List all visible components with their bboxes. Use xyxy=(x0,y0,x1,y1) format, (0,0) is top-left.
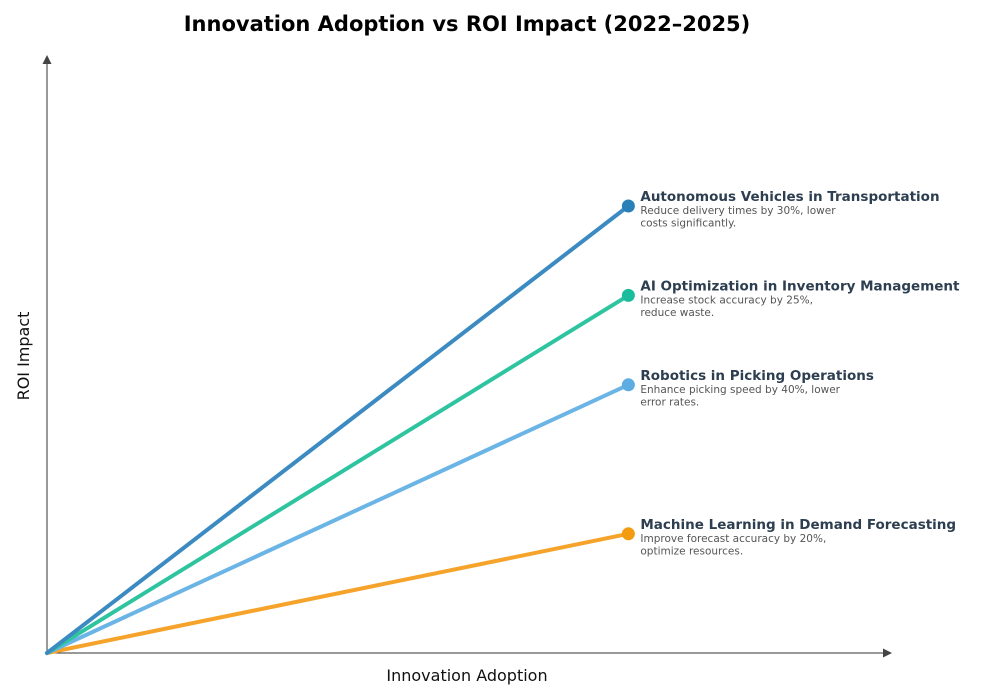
x-axis-arrow-icon xyxy=(883,648,892,658)
annotation-title: Machine Learning in Demand Forecasting xyxy=(640,517,956,533)
annotation-description: Increase stock accuracy by 25%, xyxy=(640,294,813,306)
series-line xyxy=(45,531,631,655)
y-axis-label: ROI Impact xyxy=(14,312,33,401)
series-3: Machine Learning in Demand ForecastingIm… xyxy=(45,517,956,655)
annotation-description: costs significantly. xyxy=(640,218,736,230)
annotation-description: optimize resources. xyxy=(640,545,743,557)
annotation-description: reduce waste. xyxy=(640,307,714,319)
annotation-description: Enhance picking speed by 40%, lower xyxy=(640,384,840,396)
series-endpoint xyxy=(621,378,635,392)
series-1: AI Optimization in Inventory ManagementI… xyxy=(45,278,960,655)
series-endpoint xyxy=(621,199,635,213)
series-0: Autonomous Vehicles in TransportationRed… xyxy=(45,189,940,655)
series-endpoint xyxy=(621,288,635,302)
annotation-title: AI Optimization in Inventory Management xyxy=(640,278,960,294)
y-axis xyxy=(42,55,52,653)
annotation-title: Robotics in Picking Operations xyxy=(640,368,874,384)
series-endpoint xyxy=(621,527,635,541)
chart-title: Innovation Adoption vs ROI Impact (2022–… xyxy=(184,12,751,36)
x-axis-label: Innovation Adoption xyxy=(386,666,547,685)
annotation-title: Autonomous Vehicles in Transportation xyxy=(640,189,939,205)
y-axis-arrow-icon xyxy=(42,55,52,64)
series-line xyxy=(45,293,631,655)
annotation-description: error rates. xyxy=(640,396,699,408)
x-axis xyxy=(47,648,892,658)
annotation-description: Reduce delivery times by 30%, lower xyxy=(640,205,836,217)
annotation-description: Improve forecast accuracy by 20%, xyxy=(640,533,826,545)
series-line xyxy=(45,204,631,655)
series-line xyxy=(45,382,631,655)
